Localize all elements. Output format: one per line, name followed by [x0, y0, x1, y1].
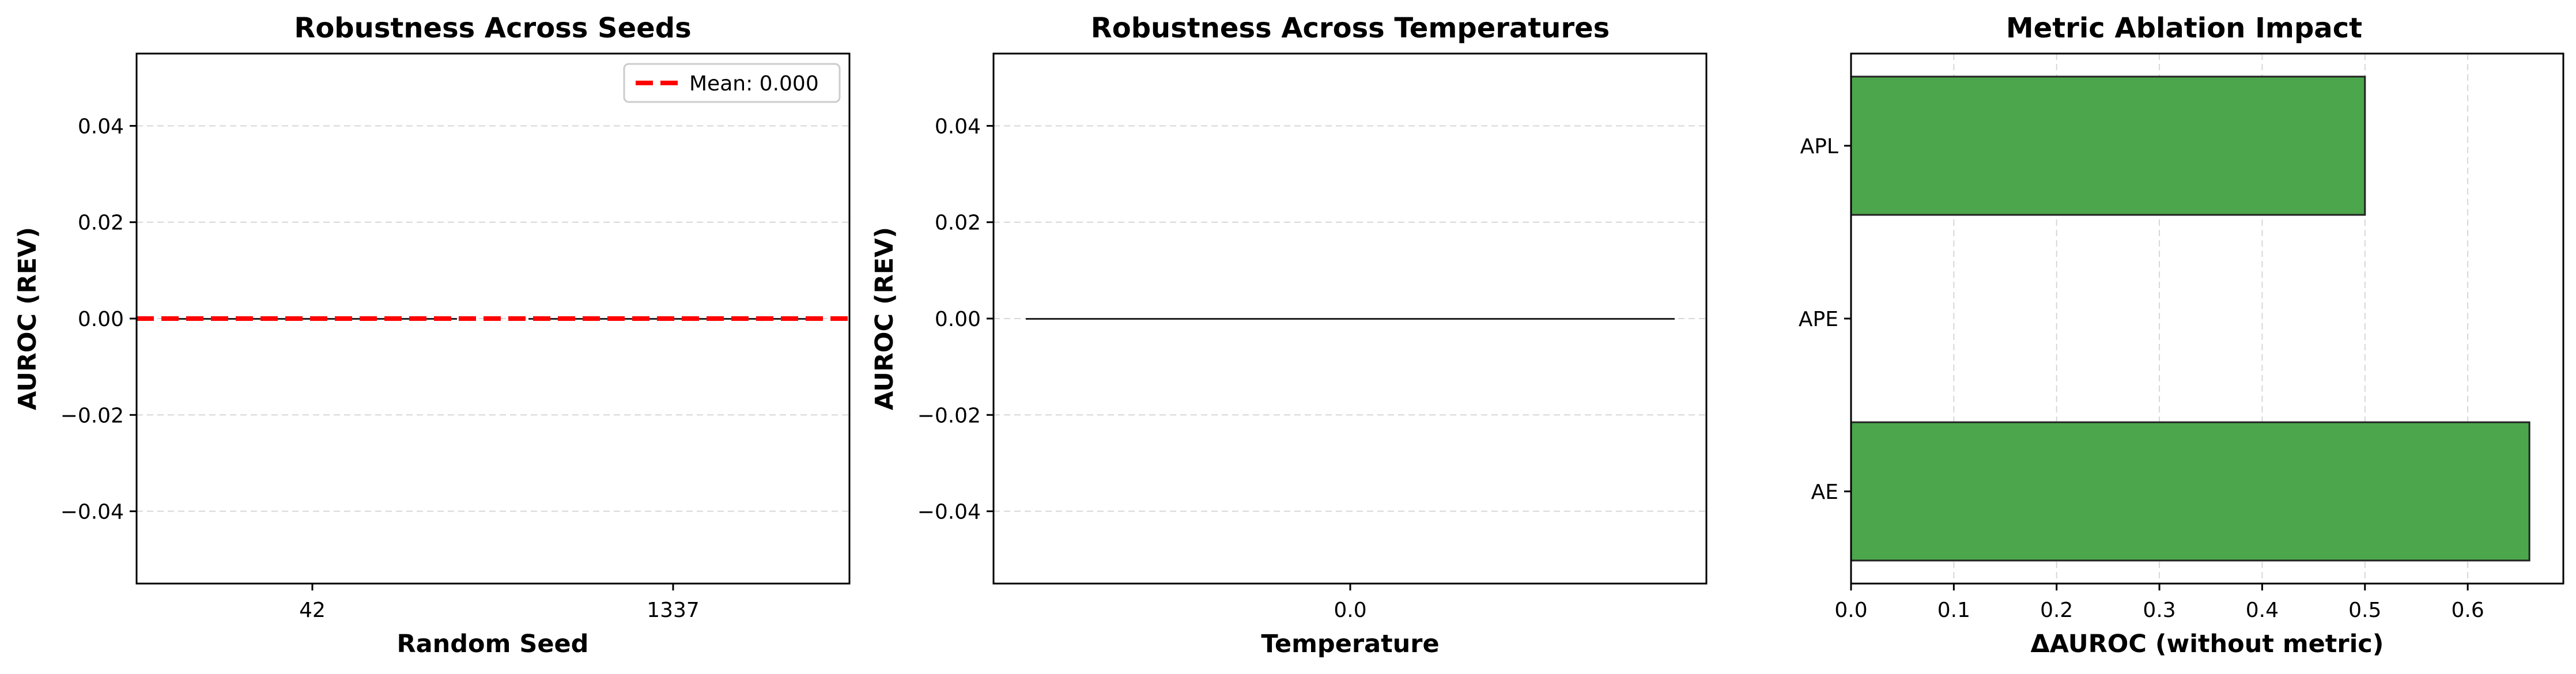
ablation-bar	[1850, 75, 2366, 216]
ablation-y-tick-label: APE	[1799, 308, 1838, 331]
seeds-legend-box	[623, 63, 841, 103]
temps-x-axis-label: Temperature	[1261, 630, 1439, 658]
seeds-x-ticks: 42 1337	[299, 584, 700, 622]
ablation-title: Metric Ablation Impact	[2006, 12, 2362, 44]
ablation-x-tick-label: 0.2	[2040, 599, 2073, 622]
p1-x-tick-label: 1337	[647, 599, 700, 622]
p1-y-tick-label: 0.04	[78, 115, 124, 138]
p1-y-tick-label: −0.02	[61, 404, 124, 427]
p2-y-tick-label: 0.04	[935, 115, 981, 138]
seeds-legend-label: Mean: 0.000	[689, 72, 819, 96]
ablation-x-tick-label: 0.6	[2451, 599, 2484, 622]
p1-y-tick-label: 0.00	[78, 308, 124, 331]
temps-x-ticks: 0.0	[1334, 584, 1367, 622]
p2-y-tick-label: 0.00	[935, 308, 981, 331]
p1-x-tick-label: 42	[299, 599, 326, 622]
ablation-x-tick-label: 0.3	[2143, 599, 2175, 622]
seeds-y-axis-label: AUROC (REV)	[13, 227, 42, 410]
p2-y-tick-label: 0.02	[935, 211, 981, 235]
temps-title: Robustness Across Temperatures	[1091, 12, 1610, 44]
ablation-x-tick-label: 0.0	[1834, 599, 1867, 622]
ablation-x-tick-label: 0.5	[2348, 599, 2381, 622]
p2-x-tick-label: 0.0	[1334, 599, 1366, 622]
ablation-x-tick-label: 0.4	[2246, 599, 2279, 622]
ablation-y-ticks: AE APE APL	[1799, 135, 1851, 504]
seeds-title: Robustness Across Seeds	[294, 12, 691, 44]
temps-y-axis-label: AUROC (REV)	[870, 227, 899, 410]
ablation-y-tick-label: APL	[1800, 135, 1838, 158]
ablation-x-tick-label: 0.1	[1937, 599, 1970, 622]
p1-y-tick-label: −0.04	[61, 501, 124, 524]
ablation-x-ticks: 0.0 0.1 0.2 0.3 0.4 0.5 0.6	[1834, 584, 2484, 622]
seeds-y-ticks: 0.04 0.02 0.00 −0.02 −0.04	[61, 115, 137, 524]
p1-y-tick-label: 0.02	[78, 211, 124, 235]
seeds-legend: Mean: 0.000	[623, 63, 841, 103]
ablation-bars	[1850, 75, 2530, 562]
panel-seeds: Robustness Across Seeds 0.04 0.02 0.00 −0.0…	[13, 12, 851, 658]
seeds-x-axis-label: Random Seed	[397, 630, 589, 658]
ablation-y-tick-label: AE	[1811, 480, 1838, 504]
p2-y-tick-label: −0.04	[917, 501, 981, 524]
ablation-x-axis-label: ΔAUROC (without metric)	[2031, 630, 2384, 658]
ablation-bar	[1850, 421, 2530, 562]
temps-y-ticks: 0.04 0.02 0.00 −0.02 −0.04	[917, 115, 994, 524]
panel-temperatures: Robustness Across Temperatures 0.040.020…	[870, 12, 1708, 658]
p2-y-tick-label: −0.02	[917, 404, 981, 427]
